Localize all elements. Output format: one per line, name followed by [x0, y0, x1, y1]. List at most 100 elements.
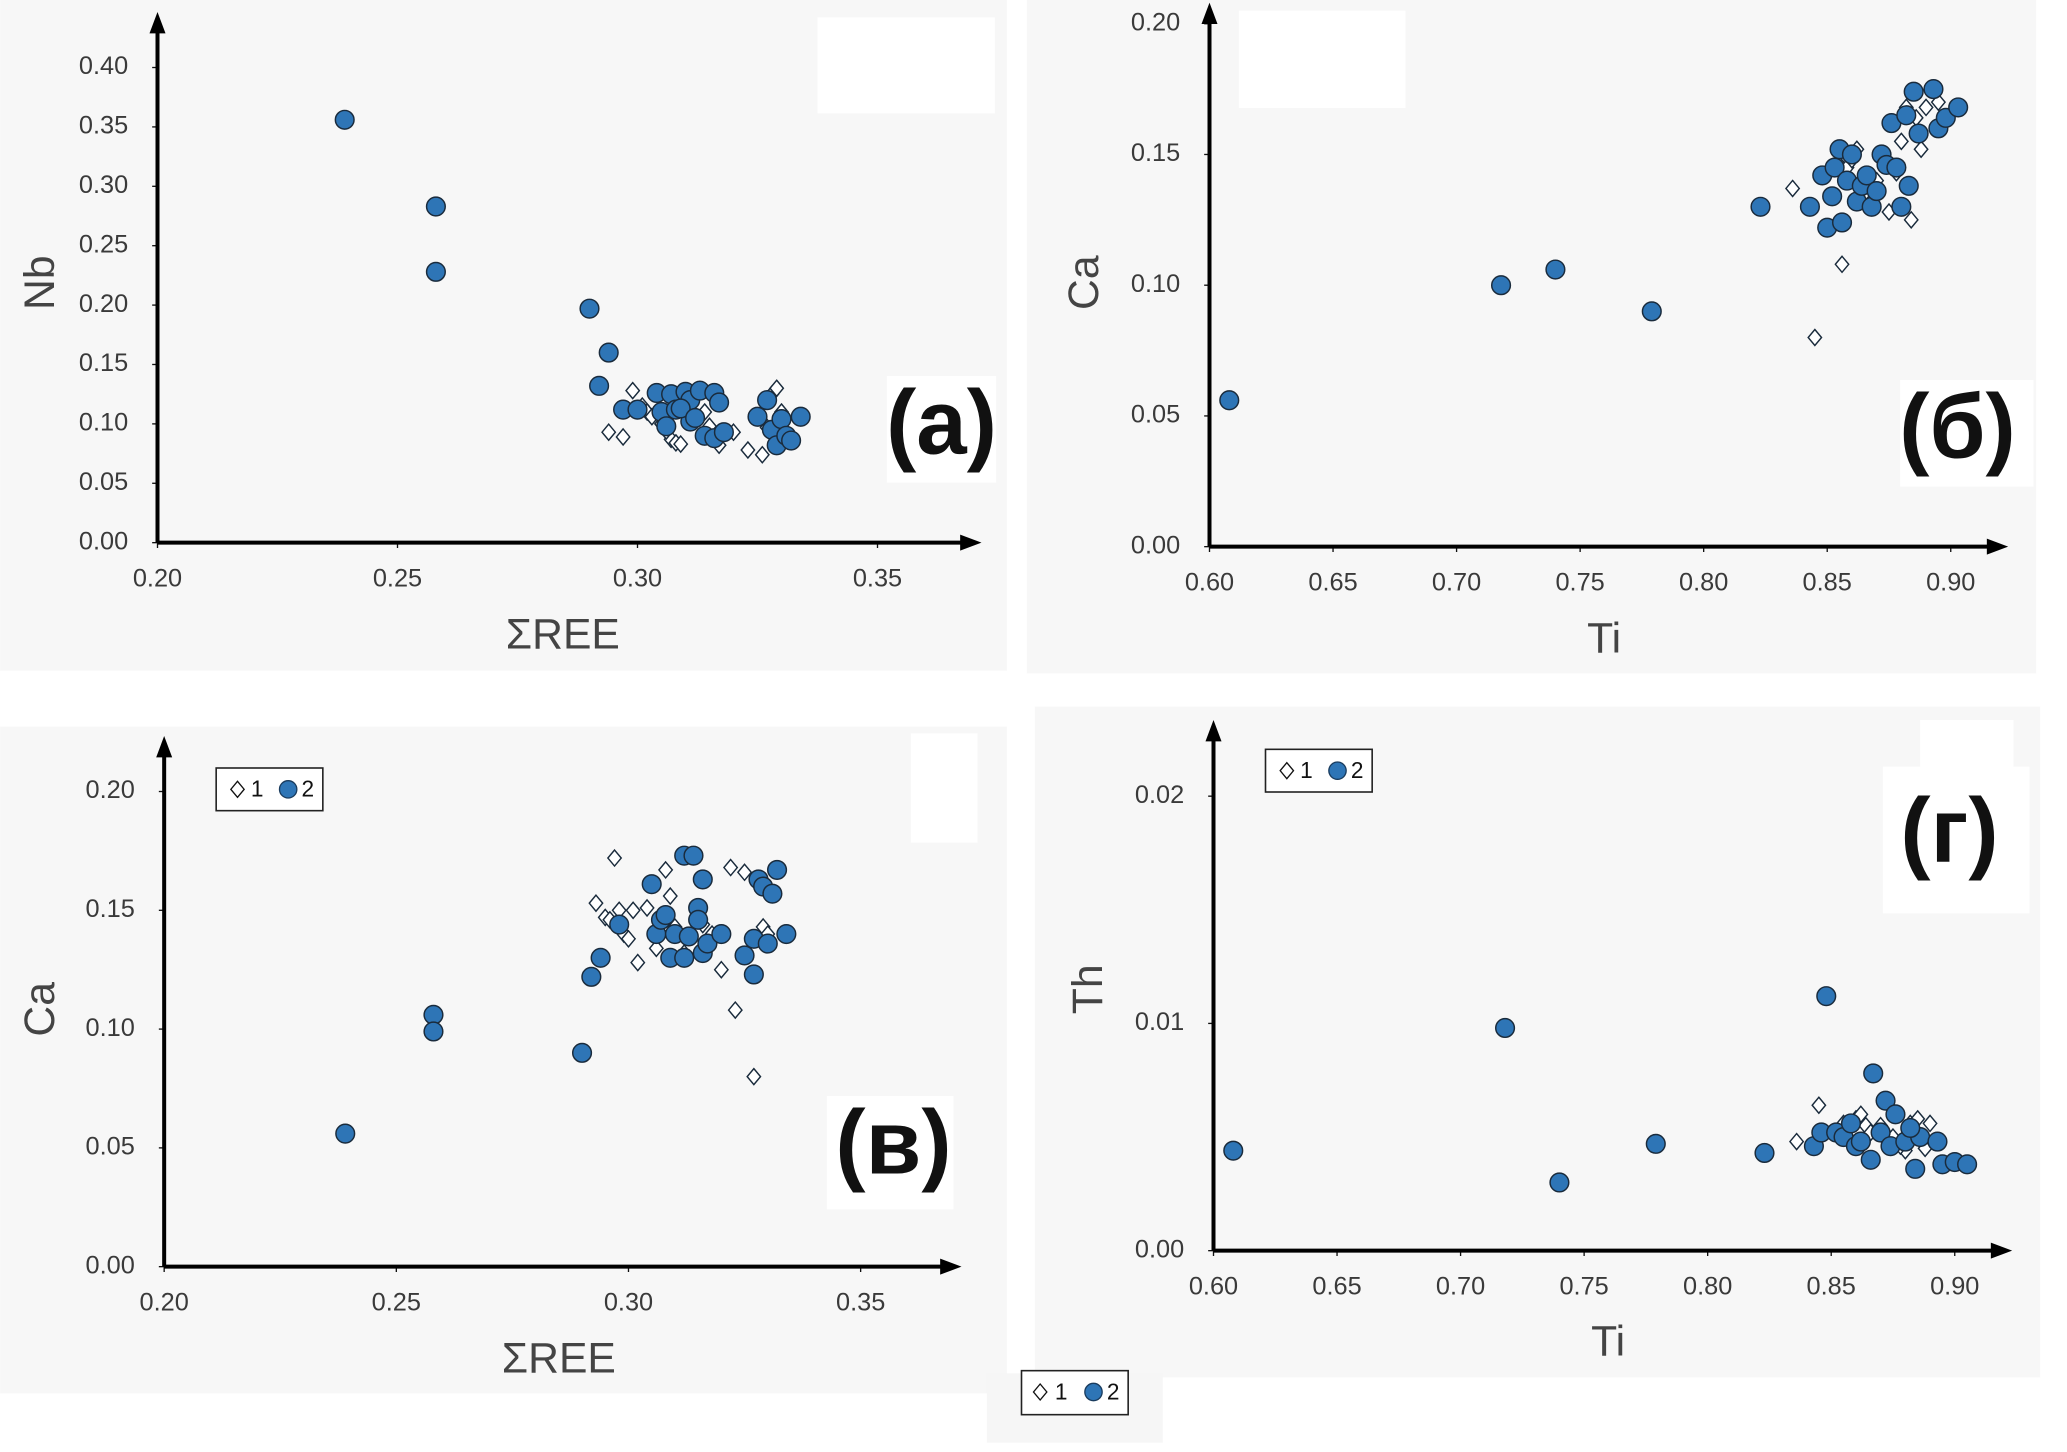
point [723, 858, 739, 877]
legend-label: 1 [1300, 757, 1313, 783]
point [1903, 81, 1924, 102]
point [771, 409, 792, 430]
point [1784, 179, 1801, 198]
point [697, 933, 718, 954]
point [790, 406, 811, 427]
point [762, 883, 783, 904]
point [425, 261, 446, 282]
point [1754, 1142, 1775, 1164]
x-tick-label: 0.35 [836, 1289, 885, 1317]
y-tick-label: 0.15 [1131, 139, 1180, 167]
point [781, 430, 802, 451]
point [1219, 390, 1240, 411]
point [1816, 986, 1837, 1007]
x-tick-label: 0.30 [604, 1289, 653, 1317]
point [1799, 196, 1820, 217]
y-arrow [1205, 720, 1222, 742]
x-tick-label: 0.75 [1555, 569, 1604, 597]
point [601, 423, 617, 442]
x-arrow [1990, 1242, 2013, 1259]
point [1788, 1132, 1805, 1151]
y-tick-label: 0.00 [1131, 531, 1180, 559]
point [685, 407, 706, 429]
point [1822, 186, 1843, 207]
point [655, 904, 676, 926]
x-tick-label: 0.65 [1308, 569, 1357, 597]
y-tick-label: 0.35 [79, 112, 128, 140]
point [1886, 157, 1907, 178]
y-tick-label: 0.40 [79, 52, 128, 80]
y-tick-label: 0.25 [79, 230, 128, 258]
point [1834, 255, 1850, 274]
panel-label: (г) [1900, 780, 1998, 881]
point [757, 933, 778, 954]
point [579, 298, 600, 319]
point [776, 923, 797, 945]
y-tick-label: 0.02 [1135, 781, 1184, 809]
point [1494, 1017, 1516, 1039]
point [1641, 301, 1662, 322]
point [423, 1021, 444, 1042]
point [674, 947, 695, 968]
x-axis-label: Ti [1587, 615, 1621, 663]
point [630, 953, 646, 972]
point [625, 381, 641, 400]
point [713, 960, 729, 979]
point [683, 845, 704, 866]
y-tick-label: 0.10 [86, 1014, 135, 1042]
point [1923, 79, 1944, 100]
point [588, 894, 604, 913]
point [713, 422, 734, 443]
point [581, 966, 602, 987]
point [615, 427, 631, 447]
point [766, 859, 788, 880]
point [1811, 1096, 1827, 1115]
x-tick-label: 0.20 [140, 1289, 189, 1317]
x-arrow [960, 534, 982, 551]
y-tick-label: 0.00 [79, 527, 128, 555]
x-axis-label: ΣREE [502, 1335, 616, 1383]
point [736, 863, 753, 882]
point [1870, 1122, 1891, 1143]
point [1875, 1090, 1896, 1111]
point [1896, 105, 1917, 126]
y-tick-label: 0.05 [1131, 401, 1180, 429]
point [1863, 1063, 1884, 1084]
point [1922, 1114, 1938, 1133]
legend-symbol [1328, 761, 1347, 780]
point [727, 1000, 743, 1020]
panel-label-bg [826, 1096, 954, 1210]
y-arrow [1201, 2, 1218, 25]
point [656, 416, 677, 437]
y-tick-label: 0.10 [1131, 270, 1180, 298]
point [688, 909, 709, 930]
x-tick-label: 0.70 [1436, 1273, 1485, 1301]
legend: 1 2 [986, 1369, 1163, 1443]
panel-label-bg [1900, 380, 2034, 487]
point [678, 926, 699, 947]
panel: 0.00 0.05 0.10 0.15 0.20 0.20 0.25 0.30 0.35 ΣREE… [0, 726, 1007, 1394]
point [1750, 196, 1771, 217]
point [335, 1123, 356, 1144]
x-axis-label: Ti [1591, 1317, 1625, 1365]
x-tick-label: 0.85 [1807, 1273, 1856, 1301]
point [1856, 165, 1877, 186]
point [746, 1067, 762, 1086]
point [1850, 1131, 1871, 1152]
panel-bg [1026, 0, 2037, 674]
point [639, 898, 655, 918]
point [692, 869, 713, 890]
panel-label-bg [1882, 766, 2030, 914]
point [1840, 1113, 1862, 1134]
point [1885, 1104, 1906, 1125]
panel: 0.00 0.01 0.02 0.60 0.65 0.70 0.75 0.80 0.85 0.90… [1034, 706, 2041, 1378]
panel: 0.00 0.05 0.10 0.15 0.20 0.25 0.30 0.35 0.40 0.20… [0, 0, 1007, 671]
point [598, 342, 619, 363]
legend-label: 2 [302, 776, 315, 802]
point [606, 848, 623, 868]
x-tick-label: 0.85 [1803, 569, 1852, 597]
point [1957, 1154, 1978, 1175]
point [609, 914, 630, 935]
panel-bg [0, 726, 1007, 1394]
